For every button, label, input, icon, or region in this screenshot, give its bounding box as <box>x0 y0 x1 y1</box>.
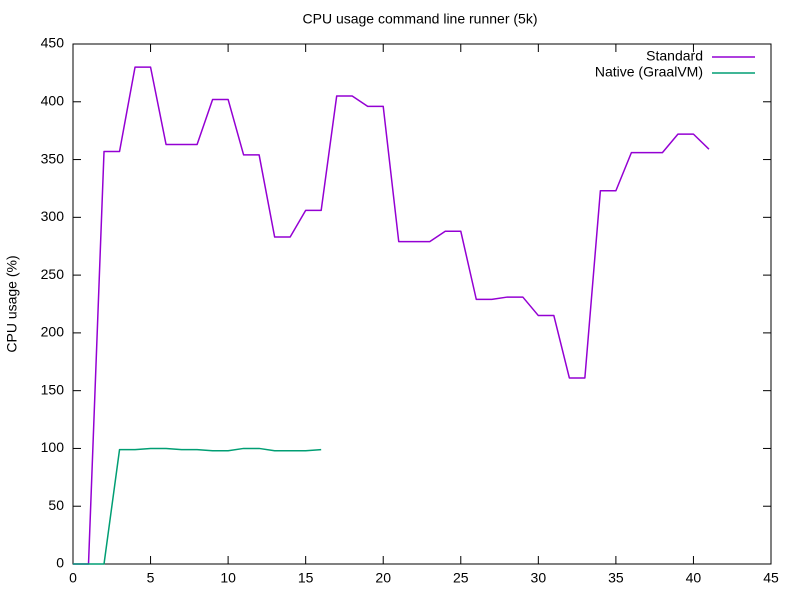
chart-title: CPU usage command line runner (5k) <box>303 11 538 27</box>
x-tick-label: 45 <box>763 570 779 586</box>
x-tick-label: 5 <box>147 570 155 586</box>
x-tick-label: 35 <box>608 570 624 586</box>
y-tick-label: 450 <box>41 35 65 51</box>
x-tick-label: 20 <box>375 570 391 586</box>
plot-frame <box>72 43 772 565</box>
y-tick-label: 100 <box>41 439 65 455</box>
legend-label: Native (GraalVM) <box>595 64 703 80</box>
x-tick-label: 15 <box>298 570 314 586</box>
x-tick-label: 0 <box>69 570 77 586</box>
y-tick-label: 300 <box>41 208 65 224</box>
y-tick-label: 150 <box>41 381 65 397</box>
y-tick-label: 200 <box>41 324 65 340</box>
x-tick-label: 10 <box>220 570 236 586</box>
x-tick-label: 25 <box>453 570 469 586</box>
y-tick-label: 400 <box>41 92 65 108</box>
x-tick-label: 30 <box>531 570 547 586</box>
series-line <box>73 66 710 565</box>
y-tick-label: 50 <box>48 497 64 513</box>
series-line <box>73 447 322 565</box>
legend-label: Standard <box>646 48 703 64</box>
y-axis-label: CPU usage (%) <box>4 255 20 352</box>
x-tick-label: 40 <box>686 570 702 586</box>
y-tick-label: 250 <box>41 266 65 282</box>
y-tick-label: 350 <box>41 150 65 166</box>
y-tick-label: 0 <box>56 555 64 571</box>
